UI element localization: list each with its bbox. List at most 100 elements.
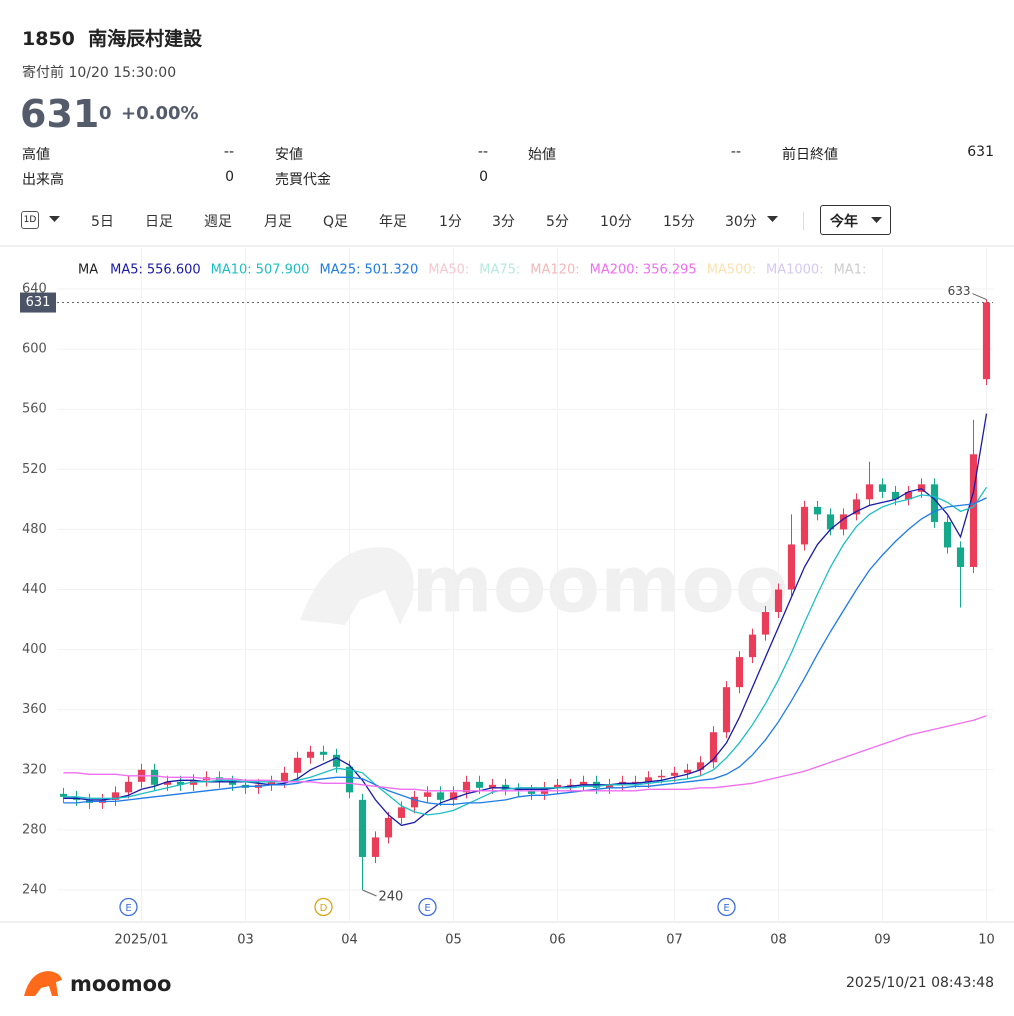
candle-body <box>904 491 913 500</box>
tab[interactable]: 10分 <box>600 214 632 230</box>
x-tick-label: 03 <box>237 933 254 948</box>
candle-body <box>462 781 471 793</box>
event-marker[interactable]: E <box>418 897 437 917</box>
x-tick-label: 05 <box>445 933 462 948</box>
candle-body <box>410 796 419 808</box>
candle-body <box>150 769 159 785</box>
stat-value: -- <box>477 144 488 160</box>
event-label: E <box>723 903 729 914</box>
candle-body <box>839 514 848 530</box>
candle-body <box>501 784 510 790</box>
y-tick-label: 520 <box>22 462 47 477</box>
candle-body <box>943 521 952 548</box>
event-marker[interactable]: E <box>717 897 736 917</box>
y-tick-label: 400 <box>22 642 47 657</box>
watermark: moomoo <box>412 540 789 630</box>
dropdown-arrow[interactable] <box>48 214 62 224</box>
candle-body <box>215 777 224 782</box>
event-circle <box>418 897 437 917</box>
legend-value: 507.900 <box>256 263 310 278</box>
candle-body <box>930 484 939 522</box>
candle-body <box>761 612 770 635</box>
dropdown-arrow[interactable] <box>766 214 780 224</box>
candle-body <box>189 780 198 785</box>
change-pct: +0.00% <box>121 103 199 124</box>
candle-body <box>722 687 731 733</box>
candle-body <box>475 781 484 788</box>
legend-name: MA1000: <box>766 263 824 278</box>
ma-line <box>63 486 988 816</box>
stat-label: 安値 <box>275 147 303 163</box>
tab[interactable]: 5日 <box>91 214 114 230</box>
y-tick-label: 320 <box>22 762 47 777</box>
y-tick-label: 240 <box>22 882 47 897</box>
stat-label: 高値 <box>22 147 50 163</box>
tab[interactable]: Q足 <box>323 214 349 230</box>
candle-body <box>878 484 887 492</box>
tab[interactable]: 5分 <box>546 214 569 230</box>
stock-name: 南海辰村建設 <box>88 28 203 50</box>
legend-name: MA10: <box>211 263 252 278</box>
tab[interactable]: 1分 <box>439 214 462 230</box>
candle-body <box>332 754 341 767</box>
candle-body <box>696 762 705 770</box>
candle-body <box>917 484 926 492</box>
selected-tab-label[interactable]: 今年 <box>830 214 858 230</box>
status: 寄付前 10/20 15:30:00 <box>22 65 177 81</box>
candle-body <box>657 775 666 778</box>
tab[interactable]: 月足 <box>264 214 292 230</box>
separator <box>803 212 804 230</box>
low-annotation: 240 <box>379 889 404 904</box>
stat-label: 始値 <box>528 147 556 163</box>
candle-body <box>436 792 445 800</box>
candle-body <box>384 817 393 838</box>
candle-body <box>800 506 809 545</box>
stat-value: -- <box>730 144 741 160</box>
y-tick-label: 480 <box>22 522 47 537</box>
candle-body <box>423 792 432 797</box>
candle-body <box>631 781 640 783</box>
tab[interactable]: 15分 <box>663 214 695 230</box>
legend-name: MA500: <box>707 263 756 278</box>
tab[interactable]: 3分 <box>492 214 515 230</box>
x-tick-label: 08 <box>770 933 787 948</box>
watermark-logo <box>300 547 414 625</box>
interval-icon[interactable]: 1D <box>21 211 39 229</box>
high-annotation: 633 <box>948 284 971 298</box>
candle-body <box>748 634 757 658</box>
x-tick-label: 2025/01 <box>114 933 168 948</box>
tab[interactable]: 30分 <box>725 214 757 230</box>
event-label: D <box>320 903 328 914</box>
y-tick-label: 440 <box>22 582 47 597</box>
event-marker[interactable]: D <box>314 897 333 917</box>
candle-body <box>397 807 406 818</box>
tab[interactable]: 週足 <box>204 214 232 230</box>
candle-body <box>826 514 835 530</box>
candle-body <box>605 784 614 788</box>
candle-body <box>228 781 237 785</box>
tab[interactable]: 年足 <box>379 214 407 230</box>
candle-body <box>527 790 536 794</box>
candle-body <box>163 781 172 785</box>
dropdown-arrow[interactable] <box>870 216 884 226</box>
legend-name: MA5: <box>110 263 143 278</box>
candle-body <box>345 766 354 793</box>
candle-body <box>579 781 588 785</box>
event-marker[interactable]: E <box>119 897 138 917</box>
candle-body <box>488 784 497 788</box>
candle-body <box>371 837 380 857</box>
stat-value: 631 <box>967 144 994 160</box>
candle-body <box>774 589 783 613</box>
candle-body <box>813 506 822 515</box>
candle-body <box>735 657 744 688</box>
selected-tab[interactable]: 今年 <box>820 205 891 235</box>
tab[interactable]: 日足 <box>145 214 173 230</box>
legend-value: 501.320 <box>364 263 418 278</box>
event-label: E <box>424 903 430 914</box>
candle-body <box>280 772 289 782</box>
candle-body <box>891 491 900 500</box>
brand-logo <box>24 971 62 996</box>
candle-body <box>566 784 575 786</box>
candle-body <box>709 732 718 763</box>
ma-line <box>63 413 988 827</box>
